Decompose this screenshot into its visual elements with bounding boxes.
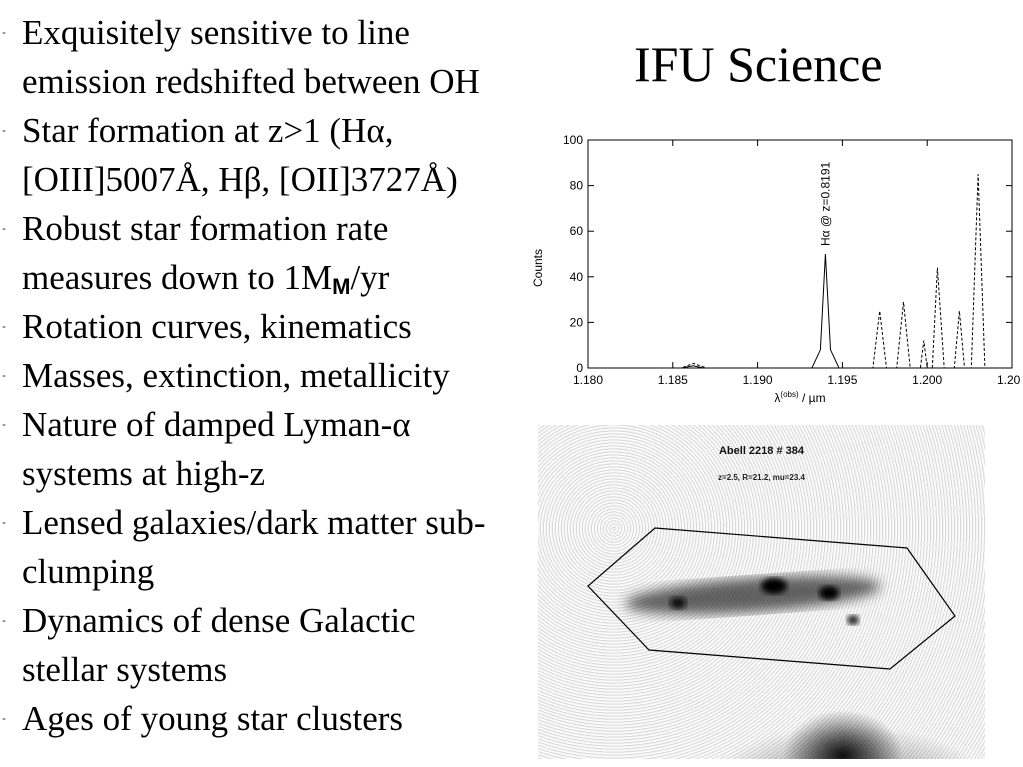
image-title: Abell 2218 # 384 [718,445,804,457]
x-tick-label: 1.205 [997,373,1020,387]
y-tick-label: 60 [570,224,584,238]
slide-title: IFU Science [634,36,883,92]
x-axis-label-unit: / µm [799,391,826,405]
bullet-line: Lensed galaxies/dark matter sub- [22,503,486,542]
bullet-line: Rotation curves, kinematics [22,307,412,346]
spectrum-series-dashed [588,174,1012,369]
bullet-marker: - [2,417,6,431]
bullet-line: measures down to 1M [22,258,333,297]
bullet-line: /yr [350,258,390,297]
x-axis-ticks: 1.180 1.185 1.190 1.195 1.200 1.205 [573,140,1020,387]
x-axis-label: λ(obs) / µm [774,390,825,405]
galaxy-arc [625,575,881,615]
x-axis-label-symbol: λ [774,391,780,405]
bullet-marker: - [2,25,6,39]
galaxy-knot [847,615,859,625]
bullet-marker: - [2,613,6,627]
solar-mass-subscript: M [332,274,351,299]
galaxy-knot [670,597,686,609]
spectrum-chart: 1.180 1.185 1.190 1.195 1.200 1.205 0 20 40 60 80… [531,133,1020,405]
y-tick-label: 40 [570,270,584,284]
image-subtitle: z=2.5, R=21.2, mu=23.4 [718,473,805,482]
galaxy-knot [761,578,787,594]
y-axis-ticks: 0 20 40 60 80 100 [563,133,1012,375]
ifu-footprint-outline [587,527,956,670]
bullet-line: Masses, extinction, metallicity [22,356,450,395]
bullet-line: Star formation at z>1 (Hα, [22,111,394,150]
bullet-marker: - [2,221,6,235]
lensed-galaxy-image: Abell 2218 # 384 z=2.5, R=21.2, mu=23.4 [538,425,985,759]
bullet-marker: - [2,123,6,137]
y-tick-label: 80 [570,179,584,193]
y-tick-label: 20 [570,315,584,329]
bullet-line: Ages of young star clusters [22,699,404,738]
bullet-marker: - [2,515,6,529]
bullet-marker: - [2,319,6,333]
x-tick-label: 1.185 [658,373,688,387]
x-tick-label: 1.200 [912,373,942,387]
bullet-line: Exquisitely sensitive to line [22,13,410,52]
bullet-line: stellar systems [22,650,228,689]
x-tick-label: 1.195 [827,373,857,387]
series-layer [588,174,1012,369]
x-tick-label: 1.190 [743,373,773,387]
galaxy-knot [819,586,839,600]
bullet-line: Robust star formation rate [22,209,389,248]
bullet-line: emission redshifted between OH [22,62,480,101]
line-annotation: Hα @ z=0.8191 [818,162,832,246]
bullet-line: Nature of damped Lyman-α [22,405,411,444]
bullet-marker: - [2,711,6,725]
y-tick-label: 0 [576,361,583,375]
x-tick-label: 1.180 [573,373,603,387]
y-axis-label: Counts [531,249,545,287]
bullet-line: systems at high-z [22,454,266,493]
bullet-line: clumping [22,552,155,591]
y-tick-label: 100 [563,133,583,147]
x-axis-label-superscript: (obs) [780,390,799,399]
bullet-line: Dynamics of dense Galactic [22,601,416,640]
plot-frame [587,139,1013,369]
spectrum-series-solid [588,253,1012,369]
bullet-line: [OIII]5007Å, Hβ, [OII]3727Å) [22,160,458,199]
galaxy-image-layer [587,527,956,670]
bullet-marker: - [2,368,6,382]
